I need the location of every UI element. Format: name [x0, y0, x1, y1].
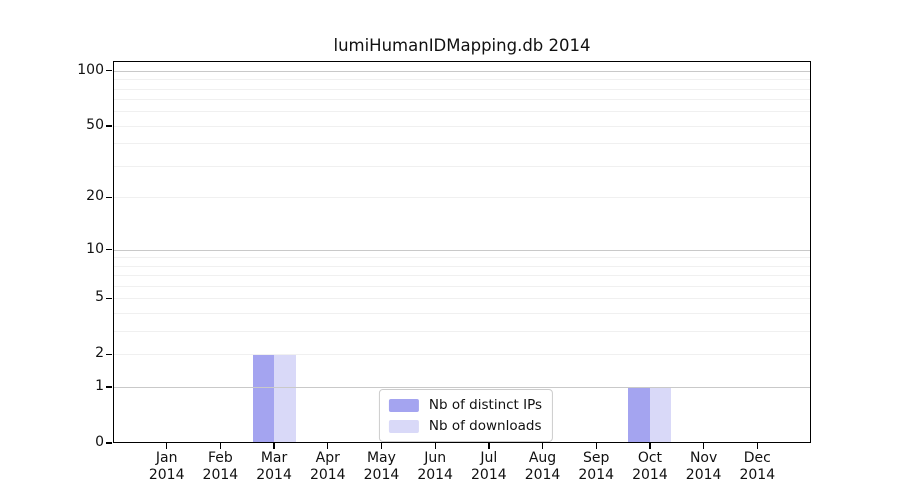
gridlines-layer	[113, 61, 811, 443]
x-tick-month: Feb	[207, 450, 233, 466]
x-tick-label: Apr 2014	[283, 450, 373, 483]
x-tick-label: Aug 2014	[498, 450, 588, 483]
x-tick-label: Jun 2014	[390, 450, 480, 483]
x-tick-label: Jul 2014	[444, 450, 534, 483]
x-tick-month: Jan	[155, 450, 178, 466]
x-tick-year: 2014	[363, 466, 400, 483]
x-tick-year: 2014	[471, 466, 507, 483]
bar-nb-of-distinct-ips-mar	[252, 354, 275, 443]
gridline-minor	[113, 265, 811, 267]
legend-swatch	[388, 398, 419, 412]
x-tick-year: 2014	[202, 466, 239, 483]
x-tick-mark	[166, 443, 168, 449]
x-tick-label: Nov 2014	[659, 450, 749, 483]
gridline-minor	[113, 275, 811, 277]
x-tick-mark	[595, 443, 597, 449]
y-tick-mark	[106, 297, 112, 300]
chart-title: lumiHumanIDMapping.db 2014	[333, 36, 591, 55]
x-tick-mark	[327, 443, 329, 449]
gridline-minor	[113, 111, 811, 113]
x-tick-mark	[219, 443, 222, 449]
x-tick-month: Jul	[480, 450, 498, 466]
x-tick-year: 2014	[417, 466, 453, 483]
x-tick-year: 2014	[256, 466, 292, 483]
x-tick-month: Dec	[743, 450, 771, 466]
gridline-minor	[113, 286, 811, 288]
y-tick-mark	[106, 442, 112, 444]
x-tick-label: Mar 2014	[229, 450, 319, 483]
gridline-minor	[113, 298, 811, 300]
y-tick-label: 1	[95, 378, 104, 395]
gridline-minor	[113, 143, 811, 145]
y-tick-label: 20	[86, 188, 104, 205]
y-tick-label: 100	[77, 61, 104, 78]
y-tick-label: 10	[86, 240, 104, 257]
gridline-minor	[113, 257, 811, 259]
x-tick-month: Nov	[689, 450, 718, 466]
x-tick-label: Sep 2014	[551, 450, 641, 483]
gridline-major	[113, 387, 811, 389]
gridline-minor	[113, 99, 811, 101]
gridline-minor	[113, 125, 811, 127]
x-tick-year: 2014	[148, 466, 185, 483]
y-tick-mark	[106, 353, 112, 356]
gridline-major	[113, 249, 811, 251]
x-tick-month: Apr	[315, 450, 340, 466]
bars-layer	[113, 61, 811, 443]
gridline-major	[113, 70, 811, 72]
bar-nb-of-distinct-ips-oct	[628, 387, 650, 443]
y-tick-mark	[106, 196, 112, 199]
x-tick-month: Oct	[637, 450, 663, 466]
x-tick-mark	[541, 443, 544, 449]
gridline-minor	[113, 197, 811, 199]
x-tick-mark	[273, 443, 275, 449]
bar-nb-of-downloads-oct	[649, 387, 672, 443]
gridline-minor	[113, 79, 811, 81]
x-tick-year: 2014	[739, 466, 776, 483]
x-tick-month: Sep	[583, 450, 610, 466]
plot-area	[113, 61, 811, 443]
x-tick-month: May	[366, 450, 396, 466]
x-tick-year: 2014	[685, 466, 722, 483]
x-tick-mark	[434, 443, 436, 449]
legend-swatch	[388, 419, 419, 433]
x-tick-month: Aug	[528, 450, 557, 466]
y-tick-mark	[106, 125, 112, 127]
legend: Nb of distinct IPs Nb of downloads	[378, 389, 554, 442]
x-tick-label: Jan 2014	[122, 450, 212, 483]
y-tick-label: 50	[86, 116, 104, 133]
x-tick-month: Jun	[424, 450, 447, 466]
x-tick-mark	[649, 443, 651, 449]
x-tick-label: Feb 2014	[175, 450, 265, 483]
legend-label: Nb of distinct IPs	[428, 397, 543, 413]
x-tick-mark	[703, 443, 705, 449]
y-tick-label: 5	[95, 289, 104, 306]
x-tick-mark	[756, 443, 758, 449]
y-tick-label: 0	[95, 434, 104, 450]
gridline-minor	[113, 166, 811, 168]
legend-label: Nb of downloads	[428, 418, 542, 434]
legend-row: Nb of downloads	[388, 418, 542, 434]
y-tick-mark	[106, 386, 112, 388]
x-tick-mark	[488, 443, 490, 449]
y-tick-label: 2	[95, 345, 104, 362]
y-tick-mark	[106, 70, 112, 72]
legend-row: Nb of distinct IPs	[388, 397, 543, 413]
x-tick-year: 2014	[578, 466, 615, 483]
x-tick-year: 2014	[524, 466, 561, 483]
gridline-minor	[113, 331, 811, 333]
x-tick-year: 2014	[309, 466, 346, 483]
gridline-minor	[113, 88, 811, 90]
x-tick-label: May 2014	[336, 450, 426, 483]
gridline-minor	[113, 354, 811, 356]
bar-nb-of-downloads-mar	[274, 354, 296, 443]
y-tick-mark	[106, 248, 112, 251]
gridline-minor	[113, 313, 811, 315]
x-tick-label: Dec 2014	[712, 450, 802, 483]
x-tick-year: 2014	[632, 466, 668, 483]
x-tick-month: Mar	[260, 450, 288, 466]
x-tick-mark	[380, 443, 383, 449]
x-tick-label: Oct 2014	[605, 450, 695, 483]
